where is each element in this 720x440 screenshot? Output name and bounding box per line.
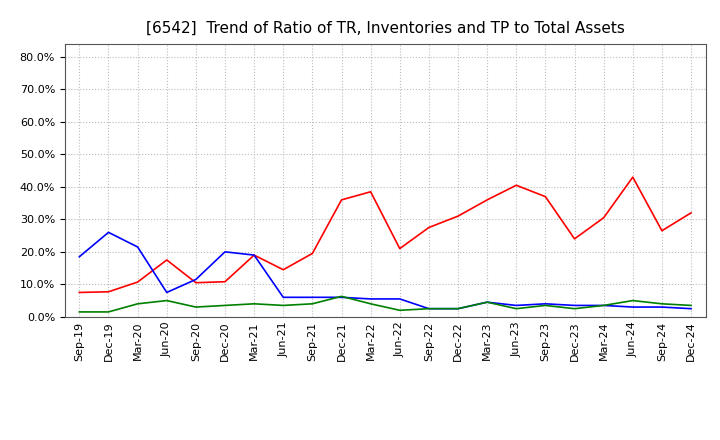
- Trade Receivables: [220, 279, 229, 284]
- Trade Receivables: [483, 197, 492, 202]
- Inventories: [483, 300, 492, 305]
- Line: Inventories: Inventories: [79, 232, 691, 309]
- Inventories: [308, 295, 317, 300]
- Trade Receivables: [512, 183, 521, 188]
- Trade Receivables: [250, 253, 258, 258]
- Trade Receivables: [75, 290, 84, 295]
- Inventories: [512, 303, 521, 308]
- Inventories: [454, 306, 462, 312]
- Inventories: [250, 253, 258, 258]
- Inventories: [220, 249, 229, 254]
- Trade Payables: [104, 309, 113, 315]
- Trade Receivables: [133, 279, 142, 285]
- Trade Receivables: [687, 210, 696, 216]
- Trade Payables: [395, 308, 404, 313]
- Trade Payables: [454, 306, 462, 312]
- Trade Payables: [425, 306, 433, 312]
- Trade Receivables: [163, 257, 171, 263]
- Inventories: [541, 301, 550, 306]
- Trade Payables: [541, 303, 550, 308]
- Trade Payables: [75, 309, 84, 315]
- Trade Receivables: [366, 189, 375, 194]
- Inventories: [395, 296, 404, 301]
- Inventories: [570, 303, 579, 308]
- Trade Payables: [133, 301, 142, 306]
- Line: Trade Receivables: Trade Receivables: [79, 177, 691, 293]
- Trade Receivables: [425, 225, 433, 230]
- Inventories: [599, 303, 608, 308]
- Inventories: [75, 254, 84, 259]
- Inventories: [279, 295, 287, 300]
- Trade Receivables: [454, 213, 462, 219]
- Inventories: [425, 306, 433, 312]
- Trade Payables: [570, 306, 579, 312]
- Inventories: [337, 295, 346, 300]
- Trade Receivables: [192, 280, 200, 285]
- Inventories: [629, 304, 637, 310]
- Trade Receivables: [570, 236, 579, 242]
- Trade Receivables: [279, 267, 287, 272]
- Trade Payables: [512, 306, 521, 312]
- Trade Payables: [657, 301, 666, 306]
- Inventories: [104, 230, 113, 235]
- Trade Payables: [250, 301, 258, 306]
- Inventories: [133, 244, 142, 249]
- Trade Receivables: [629, 175, 637, 180]
- Inventories: [366, 296, 375, 301]
- Trade Payables: [279, 303, 287, 308]
- Inventories: [687, 306, 696, 312]
- Inventories: [657, 304, 666, 310]
- Trade Receivables: [308, 251, 317, 256]
- Trade Payables: [308, 301, 317, 306]
- Trade Receivables: [599, 215, 608, 220]
- Trade Receivables: [657, 228, 666, 233]
- Trade Payables: [483, 300, 492, 305]
- Trade Payables: [687, 303, 696, 308]
- Trade Receivables: [337, 197, 346, 202]
- Trade Receivables: [104, 289, 113, 294]
- Trade Payables: [366, 301, 375, 306]
- Inventories: [192, 277, 200, 282]
- Trade Payables: [192, 304, 200, 310]
- Title: [6542]  Trend of Ratio of TR, Inventories and TP to Total Assets: [6542] Trend of Ratio of TR, Inventories…: [145, 21, 625, 36]
- Trade Payables: [599, 303, 608, 308]
- Trade Payables: [220, 303, 229, 308]
- Line: Trade Payables: Trade Payables: [79, 297, 691, 312]
- Trade Payables: [337, 294, 346, 299]
- Trade Receivables: [541, 194, 550, 199]
- Trade Payables: [163, 298, 171, 303]
- Trade Receivables: [395, 246, 404, 251]
- Inventories: [163, 290, 171, 295]
- Trade Payables: [629, 298, 637, 303]
